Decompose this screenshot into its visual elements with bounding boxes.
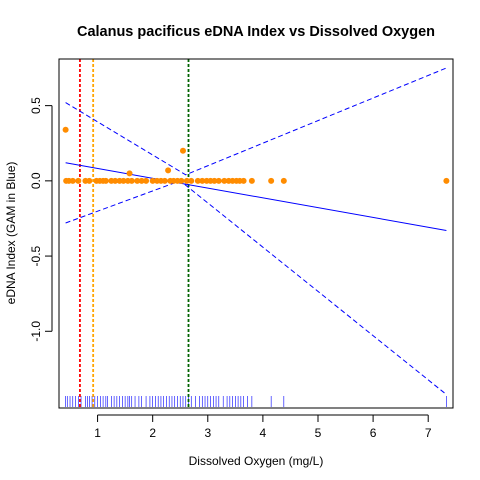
data-point	[120, 177, 127, 184]
data-point	[143, 177, 150, 184]
x-tick-label: 6	[370, 426, 377, 440]
ci-upper-line	[65, 67, 447, 176]
data-point	[194, 177, 201, 184]
data-point	[268, 177, 275, 184]
data-point	[112, 177, 119, 184]
data-point	[86, 177, 93, 184]
y-tick-label: 0.5	[29, 97, 43, 114]
x-tick-label: 5	[315, 426, 322, 440]
chart-title: Calanus pacificus eDNA Index vs Dissolve…	[77, 24, 435, 40]
plot-frame	[58, 58, 454, 409]
x-tick-label: 3	[204, 426, 211, 440]
data-point	[102, 177, 109, 184]
y-axis-label: eDNA Index (GAM in Blue)	[4, 162, 18, 305]
x-tick-label: 2	[149, 426, 156, 440]
data-point	[199, 177, 206, 184]
data-point	[178, 177, 185, 184]
fit-line	[65, 162, 447, 231]
x-tick-label: 1	[94, 426, 101, 440]
ci-lower-line	[65, 180, 447, 395]
data-point	[183, 177, 190, 184]
data-point	[75, 177, 82, 184]
x-tick-label: 7	[425, 426, 432, 440]
data-point	[62, 126, 69, 133]
data-point	[138, 177, 145, 184]
data-point	[188, 177, 195, 184]
data-point	[149, 177, 156, 184]
data-point	[126, 170, 133, 177]
y-tick-label: 0.0	[29, 172, 43, 189]
x-axis-label: Dissolved Oxygen (mg/L)	[189, 454, 324, 468]
y-tick-label: -0.5	[29, 245, 43, 266]
data-point	[211, 177, 218, 184]
plot-area	[62, 59, 450, 408]
data-point	[134, 177, 141, 184]
x-tick-label: 4	[260, 426, 267, 440]
data-point	[128, 177, 135, 184]
axes: 1 2 3 4 5 6 7 -1.0 -0.5 0.0 0.5	[29, 97, 432, 440]
data-point	[248, 177, 255, 184]
data-point	[443, 177, 450, 184]
data-point	[161, 177, 168, 184]
data-point	[215, 177, 222, 184]
data-point	[179, 147, 186, 154]
data-point	[69, 177, 76, 184]
data-point	[240, 177, 247, 184]
data-point	[221, 177, 228, 184]
data-point	[165, 167, 172, 174]
y-tick-label: -1.0	[29, 321, 43, 342]
data-point	[280, 177, 287, 184]
